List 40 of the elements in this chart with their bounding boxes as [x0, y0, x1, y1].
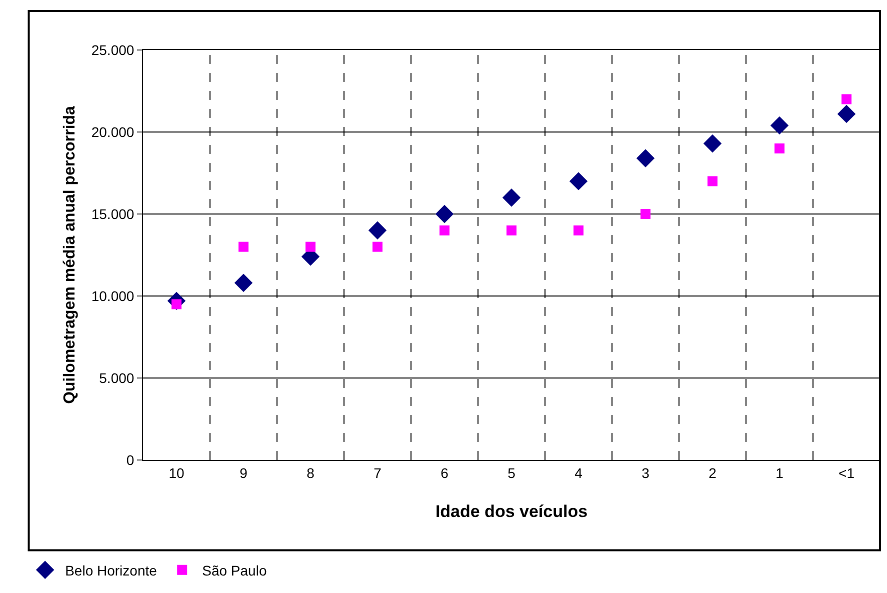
x-tick-label: 7 — [374, 464, 382, 481]
x-tick-label: 5 — [508, 464, 516, 481]
y-tick-label: 10.000 — [91, 288, 134, 304]
y-tick-label: 5.000 — [99, 370, 134, 386]
point — [372, 242, 382, 252]
point — [842, 94, 852, 104]
point — [234, 274, 253, 292]
legend-label: Belo Horizonte — [65, 562, 158, 578]
point — [574, 225, 584, 236]
x-tick-label: 4 — [574, 464, 583, 481]
point — [506, 225, 516, 236]
x-tick-label: 6 — [440, 464, 449, 481]
x-tick-label: 10 — [168, 464, 184, 481]
x-tick-label: 8 — [306, 464, 315, 481]
legend-label: São Paulo — [202, 562, 267, 578]
point — [703, 134, 722, 153]
point — [837, 104, 856, 124]
y-tick-label: 0 — [126, 452, 134, 468]
point — [708, 176, 718, 186]
point — [569, 172, 588, 190]
x-tick-label: 3 — [642, 464, 650, 481]
point — [502, 188, 521, 207]
x-axis-title: Idade dos veículos — [435, 502, 588, 522]
point — [774, 143, 784, 154]
point — [640, 209, 650, 219]
x-tick-label: 9 — [240, 464, 248, 481]
x-tick-label: 2 — [708, 464, 717, 481]
x-tick-label: <1 — [838, 464, 855, 481]
y-axis-title: Quilometragem média anual percorrida — [61, 106, 78, 404]
x-tick-label: 1 — [776, 464, 784, 481]
point — [636, 149, 655, 168]
point — [368, 221, 387, 240]
y-tick-label: 20.000 — [91, 124, 134, 140]
point — [306, 242, 316, 252]
point — [435, 204, 454, 224]
point — [770, 116, 789, 135]
y-tick-label: 15.000 — [91, 206, 134, 222]
y-tick-label: 25.000 — [91, 42, 134, 58]
point — [238, 242, 248, 252]
point — [440, 225, 450, 236]
